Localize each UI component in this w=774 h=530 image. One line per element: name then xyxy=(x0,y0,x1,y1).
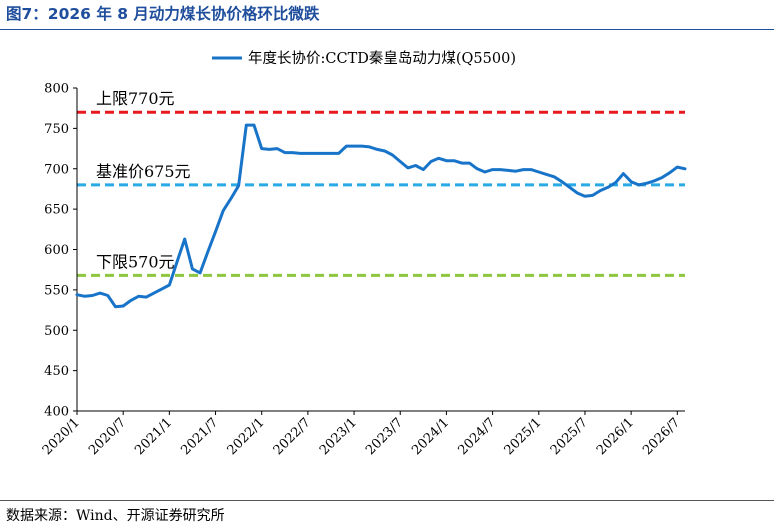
series-layer xyxy=(75,123,687,309)
x-tick-label: 2024/7 xyxy=(455,415,498,458)
y-tick-label: 800 xyxy=(44,82,69,97)
reference-label: 上限770元 xyxy=(96,89,175,108)
x-tick-label: 2025/7 xyxy=(548,415,591,458)
line-chart: 400 450 500 550 600 650 700 750 800 2020/1 2020/7… xyxy=(40,50,687,458)
source-rule xyxy=(0,500,774,501)
y-tick-label: 400 xyxy=(44,405,69,420)
reference-label: 下限570元 xyxy=(96,252,175,271)
figure-title: 图7：2026 年 8 月动力煤长协价格环比微跌 xyxy=(6,5,320,23)
x-tick-label: 2023/1 xyxy=(317,415,360,458)
legend-label: 年度长协价:CCTD秦皇岛动力煤(Q5500) xyxy=(248,50,516,67)
x-tick-label: 2020/7 xyxy=(86,415,129,458)
legend: 年度长协价:CCTD秦皇岛动力煤(Q5500) xyxy=(212,50,516,67)
y-tick-label: 700 xyxy=(44,162,69,177)
x-tick-label: 2026/7 xyxy=(640,415,683,458)
y-tick-label: 750 xyxy=(44,122,69,137)
title-rule xyxy=(0,29,774,30)
x-tick-label: 2021/1 xyxy=(132,415,175,458)
x-tick-labels: 2020/1 2020/7 2021/1 2021/7 2022/1 2022/7 2023… xyxy=(40,415,683,458)
x-tick-label: 2024/1 xyxy=(409,415,452,458)
series-line xyxy=(75,123,687,309)
axes xyxy=(73,87,685,415)
x-tick-label: 2022/7 xyxy=(271,415,314,458)
x-tick-label: 2025/1 xyxy=(502,415,545,458)
x-tick-label: 2021/7 xyxy=(178,415,221,458)
reference-lines xyxy=(77,110,685,277)
x-tick-label: 2022/1 xyxy=(225,415,268,458)
y-tick-labels: 400 450 500 550 600 650 700 750 800 xyxy=(44,82,69,420)
y-tick-label: 450 xyxy=(44,364,69,379)
x-tick-label: 2020/1 xyxy=(40,415,83,458)
y-tick-label: 650 xyxy=(44,203,69,218)
x-tick-label: 2023/7 xyxy=(363,415,406,458)
y-tick-label: 500 xyxy=(44,324,69,339)
y-tick-label: 550 xyxy=(44,283,69,298)
reference-label: 基准价675元 xyxy=(96,162,191,181)
source-note: 数据来源：Wind、开源证券研究所 xyxy=(6,508,225,524)
y-tick-label: 600 xyxy=(44,243,69,258)
x-tick-label: 2026/1 xyxy=(594,415,637,458)
